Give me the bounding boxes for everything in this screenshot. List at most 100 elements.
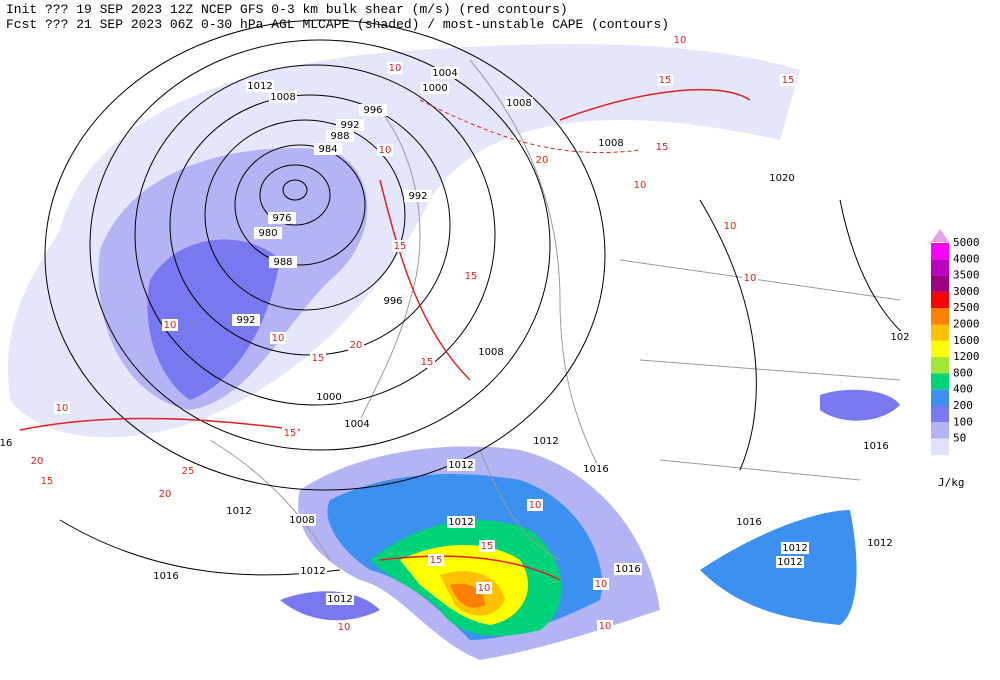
- pressure-label: 1008: [478, 347, 503, 358]
- legend-swatch: [931, 422, 949, 439]
- label-box: [614, 563, 642, 575]
- label-box: [157, 488, 173, 500]
- shear-label: 15: [782, 75, 795, 86]
- header-line: Init ??? 19 SEP 2023 12Z NCEP GFS 0-3 km…: [6, 2, 568, 17]
- shear-label: 10: [529, 500, 542, 511]
- label-box: [505, 97, 533, 109]
- label-box: [534, 154, 550, 166]
- shear-label: 10: [744, 273, 757, 284]
- label-box: [532, 435, 560, 447]
- label-box: [326, 593, 354, 605]
- shear-label: 20: [31, 456, 44, 467]
- legend-swatch: [931, 389, 949, 406]
- label-box: [282, 427, 298, 439]
- shear-label: 10: [595, 579, 608, 590]
- pressure-label: 1008: [270, 92, 295, 103]
- label-box: [246, 80, 274, 92]
- label-box: [392, 240, 408, 252]
- shear-contours: [19, 88, 751, 581]
- legend-label: 200: [953, 399, 973, 412]
- label-box: [326, 130, 354, 142]
- pressure-label: 1020: [769, 173, 794, 184]
- label-box: [781, 542, 809, 554]
- label-box: [447, 516, 475, 528]
- label-box: [632, 179, 648, 191]
- label-box: [39, 475, 55, 487]
- label-box: [657, 74, 673, 86]
- label-box: [379, 295, 407, 307]
- label-box: [29, 455, 45, 467]
- shear-label: 15: [659, 75, 672, 86]
- pressure-label: 1012: [327, 594, 352, 605]
- label-box: [343, 418, 371, 430]
- shear-label: 15: [481, 541, 494, 552]
- shear-label: 15: [421, 357, 434, 368]
- shear-label: 10: [164, 320, 177, 331]
- pressure-label: 1016: [863, 441, 888, 452]
- label-box: [268, 212, 296, 224]
- shear-label: 15: [41, 476, 54, 487]
- label-box: [593, 578, 609, 590]
- pressure-label: 996: [363, 105, 382, 116]
- legend-swatch: [931, 259, 949, 276]
- shear-label: 15: [465, 271, 478, 282]
- label-box: [654, 141, 670, 153]
- label-box: [476, 582, 492, 594]
- legend-label: 5000: [953, 236, 980, 249]
- legend-swatch: [931, 438, 949, 455]
- legend-swatch: [931, 340, 949, 358]
- pressure-label: 1012: [777, 557, 802, 568]
- legend-swatch: [931, 243, 949, 260]
- label-box: [54, 402, 70, 414]
- pressure-label: 1008: [506, 98, 531, 109]
- legend-label: 50: [953, 432, 966, 445]
- coastlines: [209, 59, 901, 561]
- pressure-label: 1012: [226, 506, 251, 517]
- pressure-label: 1016: [583, 464, 608, 475]
- label-box: [377, 144, 393, 156]
- label-box: [431, 67, 459, 79]
- shear-label: 10: [379, 145, 392, 156]
- label-box: [225, 505, 253, 517]
- label-box: [270, 332, 286, 344]
- pressure-label: 980: [258, 228, 277, 239]
- shear-label: 25: [182, 466, 195, 477]
- pressure-label: 1016: [153, 571, 178, 582]
- label-box: [527, 499, 543, 511]
- shear-label: 20: [350, 340, 363, 351]
- label-box: [314, 143, 342, 155]
- pressure-label: 1004: [432, 68, 457, 79]
- label-box: [421, 82, 449, 94]
- legend-label: 2500: [953, 301, 980, 314]
- legend-unit: J/kg: [938, 476, 965, 489]
- legend-swatch: [931, 291, 949, 309]
- pressure-label: 1012: [247, 81, 272, 92]
- pressure-label: 1016: [615, 564, 640, 575]
- label-box: [866, 537, 894, 549]
- label-box: [776, 556, 804, 568]
- label-box: [862, 440, 890, 452]
- label-box: [299, 565, 327, 577]
- label-box: [288, 514, 316, 526]
- legend-label: 1600: [953, 334, 980, 347]
- pressure-label: 992: [340, 120, 359, 131]
- shear-label: 10: [389, 63, 402, 74]
- pressure-label: 102: [890, 332, 909, 343]
- label-box: [404, 190, 432, 202]
- label-box: [419, 356, 435, 368]
- label-box: [768, 172, 796, 184]
- pressure-label: 1012: [782, 543, 807, 554]
- label-box: [310, 352, 326, 364]
- pressure-label: 1008: [289, 515, 314, 526]
- pressure-label: 996: [383, 296, 402, 307]
- shear-label: 20: [159, 489, 172, 500]
- pressure-label: 1000: [316, 392, 341, 403]
- pressure-label: 988: [273, 257, 292, 268]
- shear-label: 10: [56, 403, 69, 414]
- label-box: [336, 621, 352, 633]
- label-box: [162, 319, 178, 331]
- label-box: [722, 220, 738, 232]
- pressure-label: 988: [330, 131, 349, 142]
- shear-label: 15: [394, 241, 407, 252]
- label-box: [672, 34, 688, 46]
